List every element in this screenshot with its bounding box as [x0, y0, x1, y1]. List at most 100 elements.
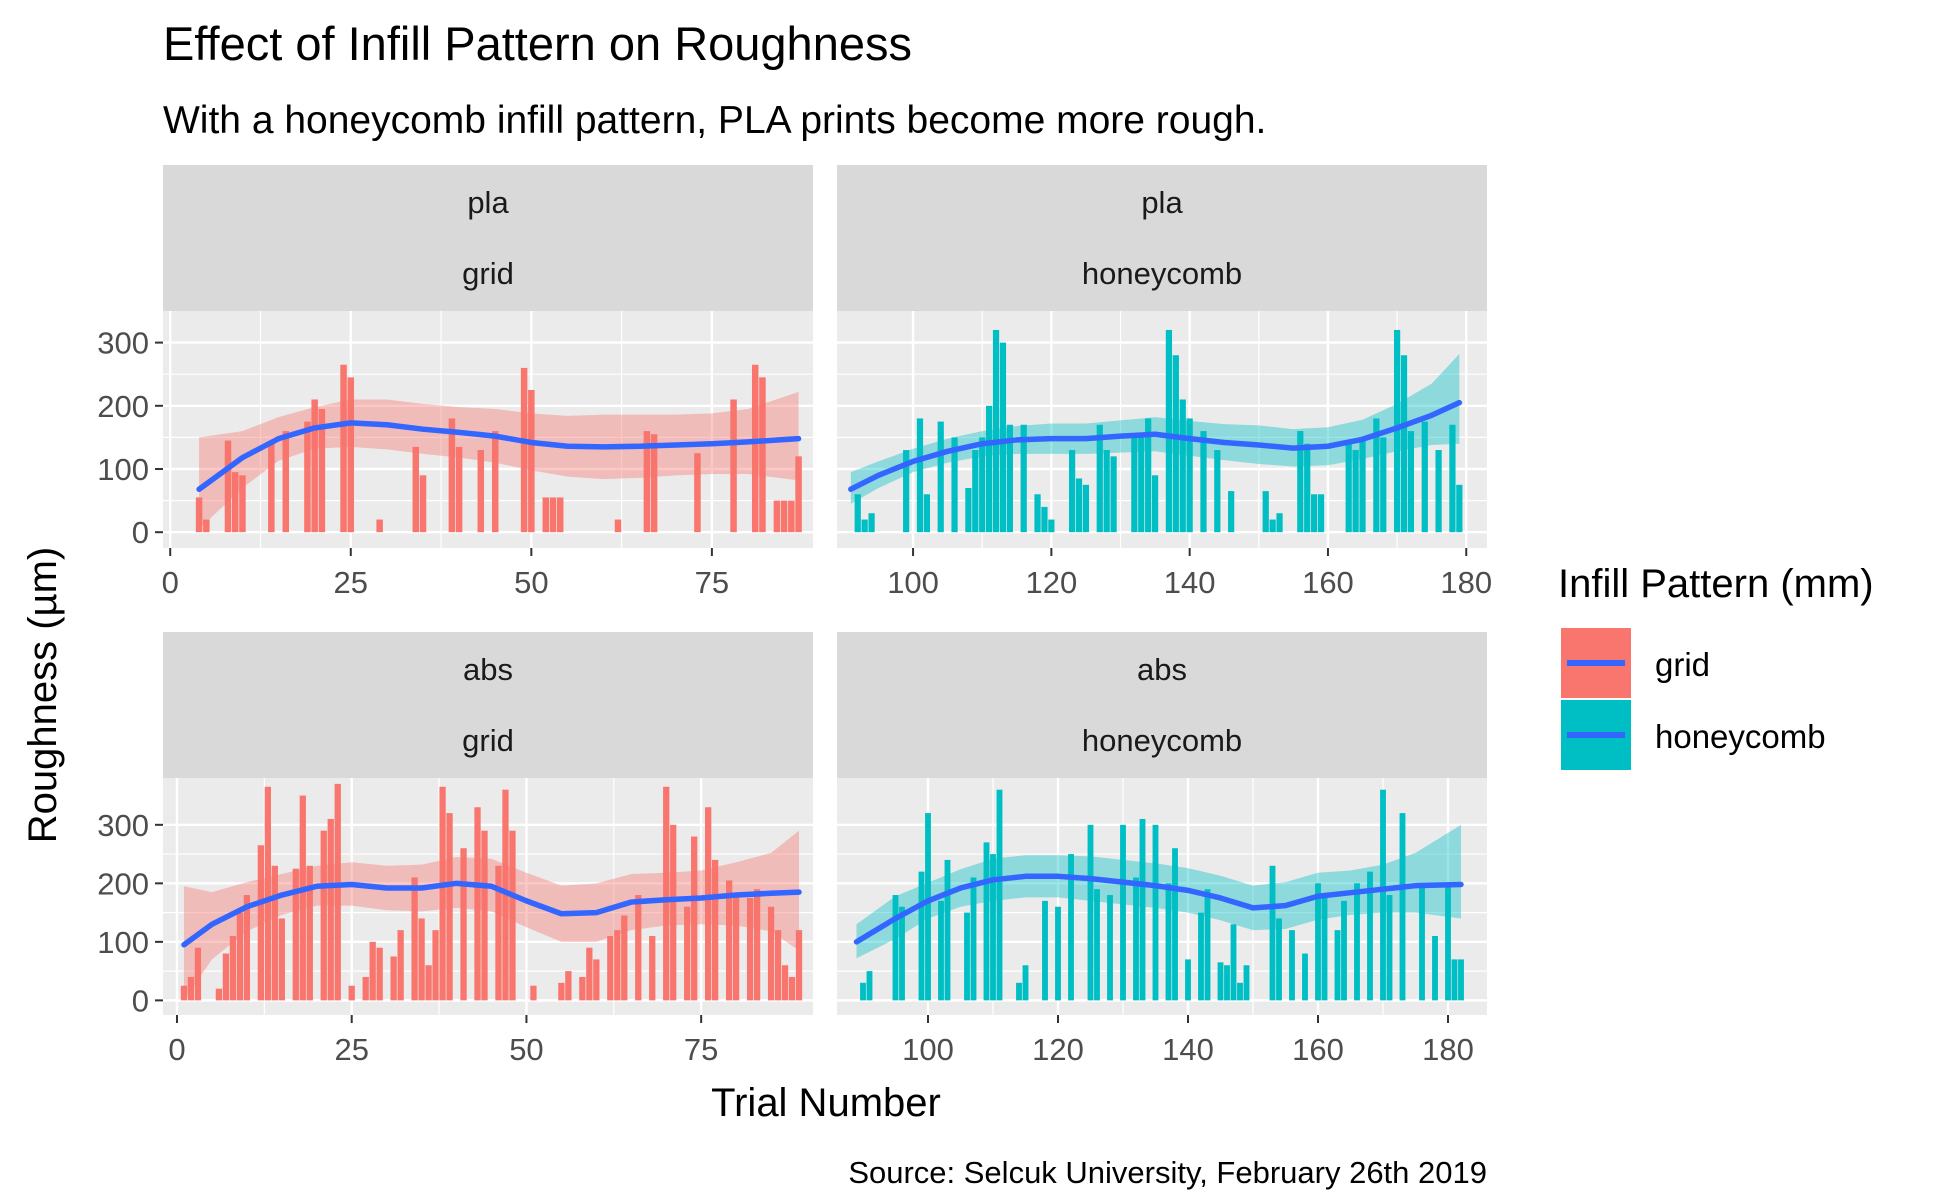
- bar: [231, 472, 239, 533]
- bar: [411, 877, 418, 1001]
- x-tick-label: 120: [1032, 1032, 1084, 1067]
- bar: [986, 405, 993, 533]
- bar: [229, 936, 237, 1001]
- smooth-confidence-band: [856, 824, 1461, 959]
- x-tick-label: 75: [695, 565, 729, 600]
- facet-strip: [163, 165, 813, 311]
- bar: [1096, 424, 1103, 533]
- bar: [1400, 355, 1408, 533]
- bar: [1165, 329, 1173, 533]
- bar: [925, 813, 931, 1001]
- bar: [448, 418, 456, 533]
- bar: [759, 377, 766, 533]
- bar: [860, 982, 866, 1001]
- bar: [1006, 424, 1013, 533]
- facet-panel-pla-honeycomb: pla honeycomb 100 120 140 160 180: [837, 165, 1492, 600]
- x-tick-label: 160: [1292, 1032, 1344, 1067]
- bar: [705, 807, 712, 1001]
- bar: [1145, 418, 1152, 533]
- bar: [1432, 936, 1438, 1001]
- bar: [1055, 906, 1061, 1001]
- x-axis-label: Trial Number: [711, 1081, 941, 1125]
- facet-label-pattern: honeycomb: [1082, 723, 1242, 758]
- x-tick-label: 0: [162, 565, 179, 600]
- bar: [751, 364, 759, 533]
- facet-label-pattern: grid: [462, 256, 514, 291]
- bar: [1345, 443, 1352, 533]
- bar: [746, 897, 754, 1001]
- bar: [520, 367, 528, 533]
- bar: [1068, 450, 1076, 533]
- bar: [1449, 424, 1456, 533]
- bar: [1228, 491, 1235, 533]
- bar: [187, 976, 195, 1001]
- y-tick-label: 300: [97, 326, 149, 361]
- legend-title: Infill Pattern (mm): [1558, 562, 1874, 606]
- x-tick-label: 120: [1025, 565, 1077, 600]
- bar: [780, 500, 788, 533]
- y-tick-label: 0: [132, 983, 149, 1018]
- bar: [694, 453, 701, 533]
- bar: [1317, 494, 1325, 533]
- bar: [1311, 494, 1318, 533]
- bar: [593, 959, 600, 1001]
- bar: [1087, 824, 1094, 1001]
- x-tick-label: 180: [1422, 1032, 1474, 1067]
- legend-label-grid: grid: [1655, 646, 1710, 683]
- bar: [1131, 437, 1138, 533]
- facet-panels: pla grid 0 25 50 75 0 100 200 300 pla honeycomb 100 1…: [97, 165, 1492, 1067]
- bar: [180, 985, 188, 1001]
- bar: [432, 930, 439, 1001]
- bar: [495, 865, 502, 1001]
- bar: [1214, 450, 1221, 533]
- bar: [1359, 437, 1366, 533]
- smooth-confidence-band: [850, 353, 1460, 504]
- bar: [1445, 883, 1451, 1001]
- bar: [243, 895, 251, 1001]
- bar: [311, 399, 318, 533]
- bar: [614, 519, 622, 533]
- caption: Source: Selcuk University, February 26th…: [848, 1155, 1487, 1190]
- facet-strip: [163, 632, 813, 778]
- bar: [477, 450, 485, 533]
- bar: [460, 848, 467, 1001]
- bar: [1321, 895, 1328, 1001]
- bar: [979, 437, 986, 533]
- bar: [663, 786, 670, 1001]
- smooth-line: [848, 399, 1463, 492]
- bar: [972, 450, 979, 533]
- bar: [1386, 895, 1393, 1001]
- bar: [903, 450, 910, 533]
- bar: [1186, 418, 1193, 533]
- bar: [1380, 437, 1387, 533]
- facet-strip: [837, 165, 1487, 311]
- bar: [753, 889, 761, 1001]
- bar: [542, 497, 550, 533]
- bar: [1269, 865, 1276, 1001]
- bar: [916, 418, 924, 533]
- bar: [1185, 959, 1191, 1001]
- bar: [412, 446, 420, 533]
- bar: [348, 985, 355, 1001]
- bar: [1297, 431, 1304, 533]
- x-tick-label: 0: [168, 1032, 185, 1067]
- bar: [712, 859, 719, 1001]
- bar: [1262, 491, 1269, 533]
- bar: [397, 930, 404, 1001]
- bar: [509, 830, 516, 1001]
- bar: [1048, 519, 1055, 533]
- bar: [1094, 889, 1100, 1001]
- bar: [854, 494, 861, 533]
- bar: [999, 342, 1007, 533]
- bar: [650, 434, 658, 533]
- bar: [788, 500, 795, 533]
- bar: [1022, 965, 1029, 1001]
- bar: [964, 912, 970, 1001]
- bar: [282, 431, 290, 533]
- bar: [732, 895, 740, 1001]
- bar: [607, 936, 614, 1001]
- bar: [643, 431, 651, 533]
- x-tick-label: 140: [1162, 1032, 1214, 1067]
- bar: [944, 859, 951, 1001]
- bar: [1304, 443, 1311, 533]
